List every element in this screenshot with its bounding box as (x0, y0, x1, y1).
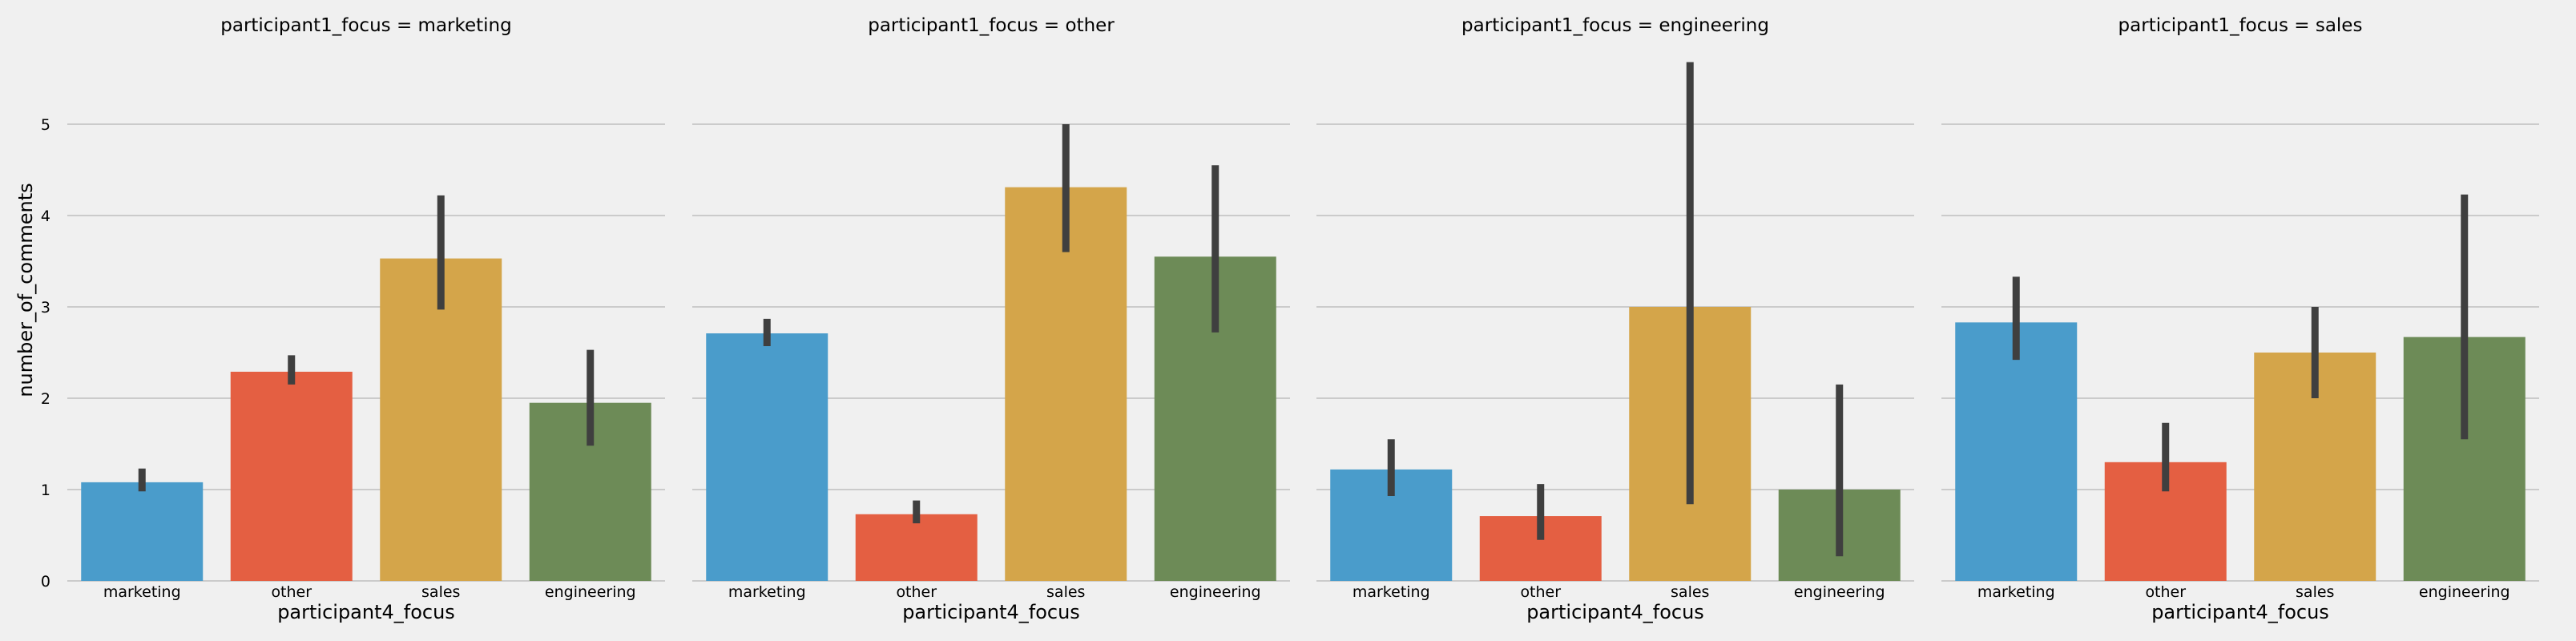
y-tick-label-0: 0 (41, 573, 50, 591)
y-tick-label-1: 1 (41, 482, 50, 499)
x-tick-label-sales: sales (1671, 583, 1709, 601)
x-tick-label-sales: sales (1046, 583, 1085, 601)
x-axis-label: participant4_focus (2151, 601, 2329, 623)
x-tick-label-marketing: marketing (103, 583, 181, 601)
x-tick-label-other: other (271, 583, 312, 601)
x-axis-label: participant4_focus (1526, 601, 1704, 623)
facet-title-sales: participant1_focus = sales (2118, 15, 2363, 36)
y-tick-label-2: 2 (41, 390, 50, 408)
facet-panel-other: participant1_focus = other marketing other… (692, 15, 1290, 623)
facet-title-other: participant1_focus = other (868, 15, 1115, 36)
x-tick-label-sales: sales (421, 583, 460, 601)
facet-title-marketing: participant1_focus = marketing (220, 15, 511, 36)
x-tick-label-marketing: marketing (728, 583, 806, 601)
x-tick-label-engineering: engineering (2419, 583, 2510, 601)
facet-panels: 0 1 2 3 4 5 participant1_focus = marketing mark… (41, 15, 2539, 623)
x-axis-label: participant4_focus (902, 601, 1080, 623)
x-tick-label-engineering: engineering (545, 583, 636, 601)
bar-marketing-marketing (81, 482, 204, 581)
x-tick-label-other: other (896, 583, 937, 601)
x-tick-label-other: other (2145, 583, 2186, 601)
x-tick-label-engineering: engineering (1170, 583, 1261, 601)
bar-sales-marketing (1955, 322, 2078, 581)
bar-other-sales (1005, 187, 1127, 581)
bar-marketing-other (230, 371, 353, 581)
x-tick-label-engineering: engineering (1794, 583, 1885, 601)
y-tick-label-5: 5 (41, 116, 50, 134)
bar-other-other (855, 514, 978, 581)
x-tick-label-sales: sales (2296, 583, 2334, 601)
facet-title-engineering: participant1_focus = engineering (1461, 15, 1769, 36)
y-axis-label: number_of_comments (14, 183, 37, 397)
x-tick-label-marketing: marketing (1977, 583, 2055, 601)
x-tick-label-other: other (1520, 583, 1561, 601)
y-tick-label-4: 4 (41, 208, 50, 225)
x-axis-label: participant4_focus (277, 601, 455, 623)
bar-marketing-sales (380, 258, 502, 581)
x-tick-label-marketing: marketing (1353, 583, 1430, 601)
facet-panel-marketing: 0 1 2 3 4 5 participant1_focus = marketing mark… (41, 15, 665, 623)
y-tick-label-3: 3 (41, 299, 50, 316)
bar-other-marketing (706, 333, 828, 581)
facet-panel-engineering: participant1_focus = engineering marketin… (1316, 15, 1914, 623)
facet-panel-sales: participant1_focus = sales marketing other… (1941, 15, 2539, 623)
